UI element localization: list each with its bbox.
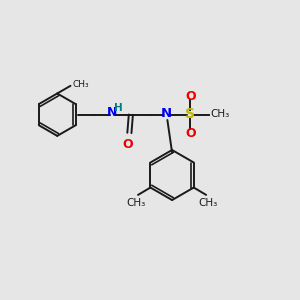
- Text: N: N: [160, 107, 172, 120]
- Text: O: O: [123, 138, 133, 151]
- Text: O: O: [185, 90, 196, 103]
- Text: CH₃: CH₃: [198, 198, 218, 208]
- Text: CH₃: CH₃: [127, 198, 146, 208]
- Text: O: O: [185, 127, 196, 140]
- Text: CH₃: CH₃: [73, 80, 89, 89]
- Text: N: N: [106, 106, 117, 119]
- Text: H: H: [114, 103, 122, 113]
- Text: S: S: [185, 107, 195, 121]
- Text: CH₃: CH₃: [211, 109, 230, 119]
